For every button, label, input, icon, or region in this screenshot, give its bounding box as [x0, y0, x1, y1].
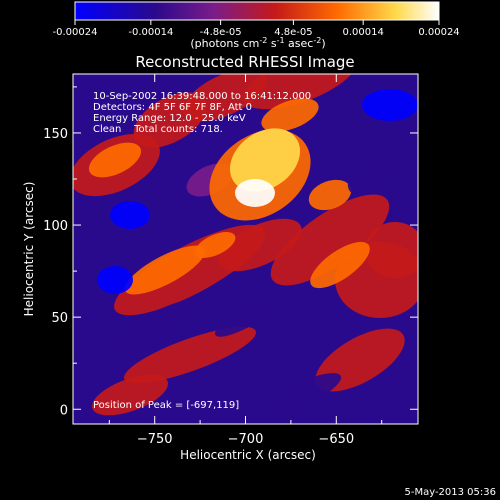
heatmap-blob	[258, 373, 342, 417]
heatmap-blob	[365, 222, 418, 278]
heatmap-blob	[101, 299, 199, 361]
annotation-time-range: 10-Sep-2002 16:39:48.000 to 16:41:12.000	[93, 91, 311, 102]
heatmap-blob	[270, 194, 390, 286]
x-tick-label: −750	[137, 432, 173, 447]
heatmap-blob	[124, 245, 206, 295]
heatmap-blob	[215, 293, 285, 337]
heatmap-blob	[97, 266, 133, 294]
colorbar-ticks: -0.00024 -0.00014 -4.8e-05 4.8e-05 0.00014 0.…	[53, 20, 460, 38]
colorbar-tick-label: 4.8e-05	[274, 27, 312, 38]
colorbar-tick-label: -0.00024	[53, 27, 98, 38]
colorbar-gradient	[74, 1, 440, 21]
heatmap-blob	[229, 128, 301, 192]
x-tick-label: −650	[318, 432, 354, 447]
heatmap-blob	[362, 89, 418, 121]
annotation-block: 10-Sep-2002 16:39:48.000 to 16:41:12.000…	[93, 91, 311, 135]
x-axis-label: Heliocentric X (arcsec)	[180, 448, 316, 462]
colorbar-tick-label: 0.00024	[418, 27, 459, 38]
colorbar-units: (photons cm-2 s-1 asec-2)	[190, 36, 325, 50]
y-tick-label: 100	[43, 219, 68, 234]
y-tick-label: 50	[51, 311, 68, 326]
heatmap-blob	[261, 98, 319, 132]
annotation-total-counts: Clean Total counts: 718.	[93, 124, 223, 135]
annotation-detectors: Detectors: 4F 5F 6F 7F 8F, Att 0	[93, 102, 252, 113]
heatmap-blob	[308, 179, 352, 211]
colorbar: -0.00024 -0.00014 -4.8e-05 4.8e-05 0.00014 0.…	[53, 1, 460, 50]
footer-date: 5-May-2013 05:36	[404, 487, 496, 498]
heatmap-blob	[194, 232, 236, 258]
heatmap-blob	[88, 142, 142, 178]
heatmap-blob	[218, 218, 302, 272]
colorbar-tick-label: 0.00014	[342, 27, 383, 38]
heatmap-blob	[92, 374, 168, 416]
colorbar-tick-label: -4.8e-05	[200, 27, 242, 38]
heatmap-blob	[310, 241, 370, 289]
heatmap-blob	[123, 326, 257, 384]
heatmap-blob	[243, 74, 357, 110]
heatmap-blob	[347, 154, 403, 196]
heatmap-blob	[110, 201, 150, 229]
colorbar-tick-label: -0.00014	[128, 27, 173, 38]
y-tick-label: 0	[60, 403, 68, 418]
y-tick-label: 150	[43, 127, 68, 142]
heatmap-blob	[235, 179, 275, 207]
annotation-peak-position: Position of Peak = [-697,119]	[93, 400, 239, 411]
y-axis-label: Heliocentric Y (arcsec)	[22, 182, 36, 317]
annotation-energy-range: Energy Range: 12.0 - 25.0 keV	[93, 113, 246, 124]
chart-title: Reconstructed RHESSI Image	[135, 53, 354, 71]
x-tick-label: −700	[228, 432, 264, 447]
axis-ticks: −750 −700 −650 0 50 100 150	[43, 74, 418, 447]
